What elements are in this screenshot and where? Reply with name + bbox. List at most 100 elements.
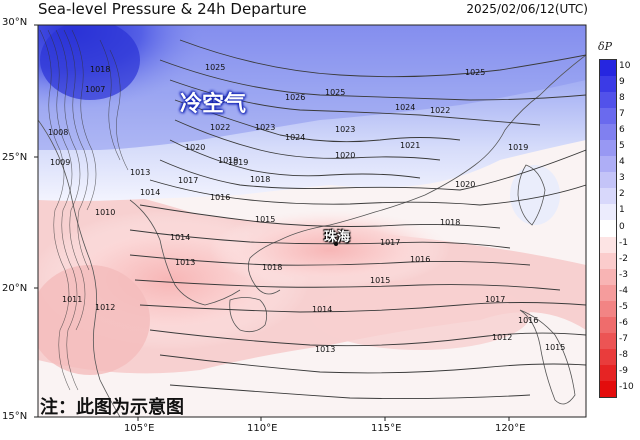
colorbar-level-label: -9 — [619, 365, 628, 376]
colorbar-swatch — [600, 316, 616, 333]
isobar-label: 1013 — [175, 258, 195, 267]
colorbar-level-label: 9 — [619, 77, 625, 88]
datetime-label: 2025/02/06/12(UTC) — [466, 2, 588, 16]
colorbar-swatch — [600, 364, 616, 381]
lat-label-15: 15°N — [2, 411, 28, 422]
map-fill-layer — [38, 25, 586, 417]
isobar-label: 1017 — [178, 176, 198, 185]
isobar-label: 1015 — [370, 276, 390, 285]
isobar-label: 1010 — [95, 208, 115, 217]
colorbar-level-label: -8 — [619, 349, 628, 360]
isobar-label: 1013 — [130, 168, 150, 177]
isobar-label: 1020 — [455, 180, 475, 189]
isobar-label: 1019 — [228, 158, 248, 167]
isobar-label: 1017 — [485, 295, 505, 304]
chart-title: Sea-level Pressure & 24h Departure — [38, 0, 307, 18]
colorbar-level-label: -2 — [619, 253, 628, 264]
colorbar-swatch — [600, 156, 616, 173]
isobar-label: 1013 — [315, 345, 335, 354]
isobar-label: 1012 — [492, 333, 512, 342]
isobar-label: 1014 — [140, 188, 160, 197]
colorbar-level-label: 5 — [619, 141, 625, 152]
isobar-label: 1009 — [50, 158, 70, 167]
colorbar-swatch — [600, 252, 616, 269]
colorbar-swatch — [600, 284, 616, 301]
colorbar-swatch — [600, 268, 616, 285]
colorbar-level-label: -10 — [619, 381, 634, 392]
isobar-label: 1015 — [255, 215, 275, 224]
colorbar-level-label: -3 — [619, 269, 628, 280]
isobar-label: 1023 — [255, 123, 275, 132]
colorbar-level-label: -1 — [619, 237, 628, 248]
colorbar-level-label: -5 — [619, 301, 628, 312]
lat-label-30: 30°N — [2, 17, 28, 28]
colorbar — [599, 59, 617, 398]
colorbar-swatch — [600, 348, 616, 365]
colorbar-level-label: 2 — [619, 189, 625, 200]
axis-ticks — [34, 24, 510, 421]
isobar-label: 1020 — [335, 151, 355, 160]
colorbar-level-label: 3 — [619, 173, 625, 184]
isobar-label: 1017 — [380, 238, 400, 247]
isobar-label: 1018 — [262, 263, 282, 272]
colorbar-swatch — [600, 76, 616, 93]
isobar-label: 1024 — [285, 133, 305, 142]
colorbar-swatch — [600, 124, 616, 141]
isobar-label: 1016 — [518, 316, 538, 325]
isobar-label: 1007 — [85, 85, 105, 94]
isobar-label: 1018 — [440, 218, 460, 227]
colorbar-level-label: 4 — [619, 157, 625, 168]
isobar-label: 1016 — [210, 193, 230, 202]
colorbar-swatch — [600, 108, 616, 125]
isobar-label-layer: 1025 1026 1025 1024 1022 1025 1021 1022 … — [48, 63, 565, 354]
isobar-label: 1008 — [48, 128, 68, 137]
colorbar-title: δP — [598, 40, 613, 53]
lon-label-115: 115°E — [371, 423, 402, 434]
isobar-label: 1026 — [285, 93, 305, 102]
colorbar-level-label: 1 — [619, 205, 625, 216]
disclaimer-note: 注：此图为示意图 — [40, 397, 184, 418]
lon-label-105: 105°E — [124, 423, 155, 434]
colorbar-level-label: 8 — [619, 93, 625, 104]
isobar-lines — [129, 39, 586, 400]
colorbar-level-label: 7 — [619, 109, 625, 120]
isobar-label: 1022 — [210, 123, 230, 132]
lon-label-120: 120°E — [495, 423, 526, 434]
isobar-label: 1018 — [90, 65, 110, 74]
isobar-label: 1019 — [508, 143, 528, 152]
colorbar-level-label: 0 — [619, 221, 625, 232]
colorbar-level-label: -4 — [619, 285, 628, 296]
colorbar-swatch — [600, 140, 616, 157]
colorbar-swatch — [600, 380, 616, 397]
isobar-label: 1024 — [395, 103, 415, 112]
isobar-label: 1023 — [335, 125, 355, 134]
lat-label-25: 25°N — [2, 152, 28, 163]
colorbar-level-label: 10 — [619, 61, 631, 72]
city-marker — [334, 242, 338, 246]
lat-label-20: 20°N — [2, 283, 28, 294]
isobar-label: 1016 — [410, 255, 430, 264]
colorbar-swatch — [600, 92, 616, 109]
colorbar-swatch — [600, 188, 616, 205]
isobar-label: 1025 — [465, 68, 485, 77]
isobar-label: 1025 — [205, 63, 225, 72]
isobar-label: 1020 — [185, 143, 205, 152]
colorbar-swatch — [600, 220, 616, 237]
terrain-contours — [39, 29, 129, 391]
colorbar-level-label: -6 — [619, 317, 628, 328]
map-frame — [37, 24, 587, 418]
isobar-label: 1014 — [170, 233, 190, 242]
isobar-label: 1014 — [312, 305, 332, 314]
colorbar-swatch — [600, 172, 616, 189]
isobar-label: 1011 — [62, 295, 82, 304]
colorbar-swatch — [600, 204, 616, 221]
isobar-label: 1019 — [218, 156, 238, 165]
isobar-label: 1015 — [545, 343, 565, 352]
isobar-label: 1025 — [325, 88, 345, 97]
city-label: 珠海 — [324, 230, 351, 245]
isobar-label: 1012 — [95, 303, 115, 312]
coastline-layer — [38, 54, 586, 417]
colorbar-swatch — [600, 300, 616, 317]
isobar-label: 1021 — [400, 141, 420, 150]
